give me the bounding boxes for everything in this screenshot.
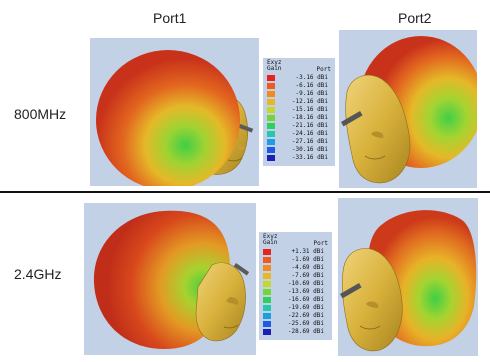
legend-value: -15.16 dBi <box>291 106 328 113</box>
legend-entry: -25.69 dBi <box>263 320 324 327</box>
legend-value: -9.16 dBi <box>295 90 328 97</box>
legend-title: Exyz <box>267 59 282 66</box>
radiation-pattern <box>96 50 240 186</box>
legend-value: -4.69 dBi <box>291 264 324 271</box>
legend-swatch <box>267 154 275 161</box>
legend-value: -25.69 dBi <box>287 320 324 327</box>
legend-value: -22.69 dBi <box>287 312 324 319</box>
gain-legend-2-4ghz: Exyz Gain Port +1.31 dBi -1.69 dBi -4.69 d… <box>259 232 332 340</box>
legend-swatch <box>267 130 275 137</box>
legend-entry: -10.69 dBi <box>263 280 324 287</box>
legend-entry: -22.69 dBi <box>263 312 324 319</box>
legend-entry: -7.69 dBi <box>263 272 324 279</box>
legend-entry: -19.69 dBi <box>263 304 324 311</box>
legend-swatch <box>263 264 271 271</box>
legend-value: -7.69 dBi <box>291 272 324 279</box>
pattern-2-4ghz-port1 <box>84 203 256 355</box>
legend-entry: -1.69 dBi <box>263 256 324 263</box>
legend-swatch <box>267 90 275 97</box>
legend-value: -13.69 dBi <box>287 288 324 295</box>
legend-swatch <box>263 280 271 287</box>
legend-entry: -6.16 dBi <box>267 82 328 89</box>
legend-value: -19.69 dBi <box>287 304 324 311</box>
legend-value: -21.16 dBi <box>291 122 328 129</box>
legend-value: -3.16 dBi <box>295 74 328 81</box>
legend-value: -33.16 dBi <box>291 154 328 161</box>
legend-entry: -28.69 dBi <box>263 328 324 335</box>
row-label-2-4ghz: 2.4GHz <box>14 266 62 282</box>
legend-entry: +1.31 dBi <box>263 248 324 255</box>
gain-legend-800mhz: Exyz Gain Port -3.16 dBi -6.16 dBi -9.16 d… <box>263 58 335 166</box>
legend-entry: -13.69 dBi <box>263 288 324 295</box>
legend-swatch <box>267 74 275 81</box>
legend-swatch <box>263 248 271 255</box>
legend-entry: -24.16 dBi <box>267 130 328 137</box>
legend-swatch <box>267 98 275 105</box>
legend-entry: -21.16 dBi <box>267 122 328 129</box>
head-model-icon <box>195 262 250 342</box>
legend-swatch <box>267 122 275 129</box>
legend-value: -18.16 dBi <box>291 114 328 121</box>
legend-value: -27.16 dBi <box>291 138 328 145</box>
legend-entry: -30.16 dBi <box>267 146 328 153</box>
pattern-800mhz-port1 <box>90 38 259 186</box>
legend-value: -24.16 dBi <box>291 130 328 137</box>
legend-entry: -16.69 dBi <box>263 296 324 303</box>
legend-value: -10.69 dBi <box>287 280 324 287</box>
legend-swatch <box>267 82 275 89</box>
legend-swatch <box>263 328 271 335</box>
legend-value: -30.16 dBi <box>291 146 328 153</box>
row-divider <box>0 191 490 193</box>
legend-entry: -15.16 dBi <box>267 106 328 113</box>
legend-label: Gain <box>267 65 282 72</box>
legend-entry: -12.16 dBi <box>267 98 328 105</box>
legend-entry: -18.16 dBi <box>267 114 328 121</box>
legend-swatch <box>263 320 271 327</box>
legend-swatch <box>267 146 275 153</box>
legend-entry: -4.69 dBi <box>263 264 324 271</box>
legend-entry: -9.16 dBi <box>267 90 328 97</box>
legend-entry: -27.16 dBi <box>267 138 328 145</box>
legend-value: -16.69 dBi <box>287 296 324 303</box>
legend-swatch <box>263 312 271 319</box>
legend-value: -1.69 dBi <box>291 256 324 263</box>
legend-swatch <box>263 256 271 263</box>
legend-value: -28.69 dBi <box>287 328 324 335</box>
head-model-icon <box>341 74 411 184</box>
legend-swatch <box>263 304 271 311</box>
legend-port-label: Port <box>313 240 328 247</box>
legend-entry: -3.16 dBi <box>267 74 328 81</box>
legend-swatch <box>263 296 271 303</box>
legend-value: -6.16 dBi <box>295 82 328 89</box>
legend-port-label: Port <box>316 66 331 73</box>
legend-swatch <box>267 106 275 113</box>
legend-label: Gain <box>263 239 278 246</box>
legend-swatch <box>267 138 275 145</box>
pattern-800mhz-port2 <box>339 30 477 188</box>
legend-swatch <box>263 288 271 295</box>
legend-entry: -33.16 dBi <box>267 154 328 161</box>
legend-title: Exyz <box>263 233 278 240</box>
legend-swatch <box>263 272 271 279</box>
row-label-800mhz: 800MHz <box>14 106 67 122</box>
column-title-port1: Port1 <box>153 10 187 26</box>
legend-swatch <box>267 114 275 121</box>
column-title-port2: Port2 <box>398 10 432 26</box>
legend-value: +1.31 dBi <box>291 248 324 255</box>
head-model-icon <box>340 248 403 352</box>
legend-value: -12.16 dBi <box>291 98 328 105</box>
pattern-2-4ghz-port2 <box>338 198 478 356</box>
